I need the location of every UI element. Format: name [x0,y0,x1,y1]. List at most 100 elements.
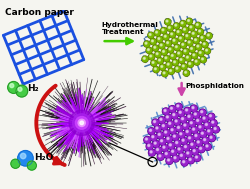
Circle shape [192,107,194,109]
Circle shape [205,144,211,150]
Circle shape [180,37,181,39]
Circle shape [179,111,181,113]
Circle shape [191,106,197,111]
Circle shape [188,157,194,164]
Circle shape [213,127,219,132]
Circle shape [200,57,206,63]
Circle shape [162,50,167,55]
Circle shape [185,71,186,73]
Circle shape [168,142,174,149]
Circle shape [180,42,186,48]
Circle shape [193,150,195,152]
Circle shape [197,141,199,143]
Circle shape [166,136,172,142]
Circle shape [76,116,88,129]
Circle shape [207,129,212,135]
Circle shape [188,61,194,67]
Circle shape [154,142,156,144]
Circle shape [180,154,182,156]
Circle shape [155,51,161,58]
Circle shape [154,121,156,123]
Circle shape [176,30,181,35]
Circle shape [185,34,190,39]
Circle shape [164,34,168,40]
Circle shape [162,145,168,151]
Circle shape [8,81,20,93]
Circle shape [210,136,212,138]
Circle shape [170,127,176,134]
Circle shape [146,47,152,53]
Circle shape [144,136,151,143]
Circle shape [208,135,215,142]
Circle shape [168,47,174,53]
Circle shape [190,142,196,148]
Circle shape [183,70,190,76]
Circle shape [149,150,155,156]
Circle shape [176,29,182,36]
Circle shape [154,30,160,36]
Circle shape [166,115,171,121]
Circle shape [176,51,182,57]
Circle shape [150,134,157,141]
Circle shape [165,40,172,46]
Circle shape [199,126,201,128]
Circle shape [161,124,167,129]
Circle shape [193,54,195,56]
Circle shape [181,138,187,144]
Circle shape [187,152,189,154]
Circle shape [185,55,191,61]
Circle shape [158,58,163,63]
Circle shape [194,59,200,65]
Circle shape [151,39,156,44]
Circle shape [148,144,150,146]
Circle shape [187,40,192,45]
Circle shape [170,149,177,156]
Circle shape [163,108,169,114]
Circle shape [170,70,172,71]
Circle shape [209,135,215,141]
Circle shape [168,68,174,74]
Circle shape [154,68,156,70]
Circle shape [184,108,190,114]
Circle shape [151,60,157,66]
Circle shape [169,48,171,50]
Circle shape [186,151,192,157]
Circle shape [170,32,175,37]
Circle shape [183,49,188,54]
Circle shape [180,21,186,27]
Circle shape [164,55,170,62]
Circle shape [168,159,170,161]
Circle shape [187,135,194,142]
Circle shape [169,106,176,112]
Circle shape [198,125,204,131]
Circle shape [192,32,194,34]
Circle shape [200,35,206,41]
Circle shape [196,44,202,50]
Circle shape [198,124,204,131]
Circle shape [181,43,186,48]
Circle shape [210,115,212,117]
Circle shape [206,145,208,147]
Circle shape [163,34,169,40]
Circle shape [168,27,170,28]
Circle shape [153,67,159,73]
Circle shape [198,146,205,153]
Circle shape [166,158,172,164]
Circle shape [176,67,178,69]
Circle shape [188,157,194,163]
Circle shape [11,159,20,168]
Circle shape [192,127,197,133]
Circle shape [149,34,151,35]
Circle shape [200,131,206,137]
Text: H₂: H₂ [27,84,39,93]
Circle shape [178,126,180,129]
Circle shape [159,117,165,123]
Circle shape [174,44,180,51]
Circle shape [165,19,170,24]
Circle shape [179,132,184,138]
Circle shape [156,149,158,151]
Circle shape [162,108,169,115]
Circle shape [184,145,189,150]
Circle shape [196,156,198,158]
Circle shape [147,143,152,149]
